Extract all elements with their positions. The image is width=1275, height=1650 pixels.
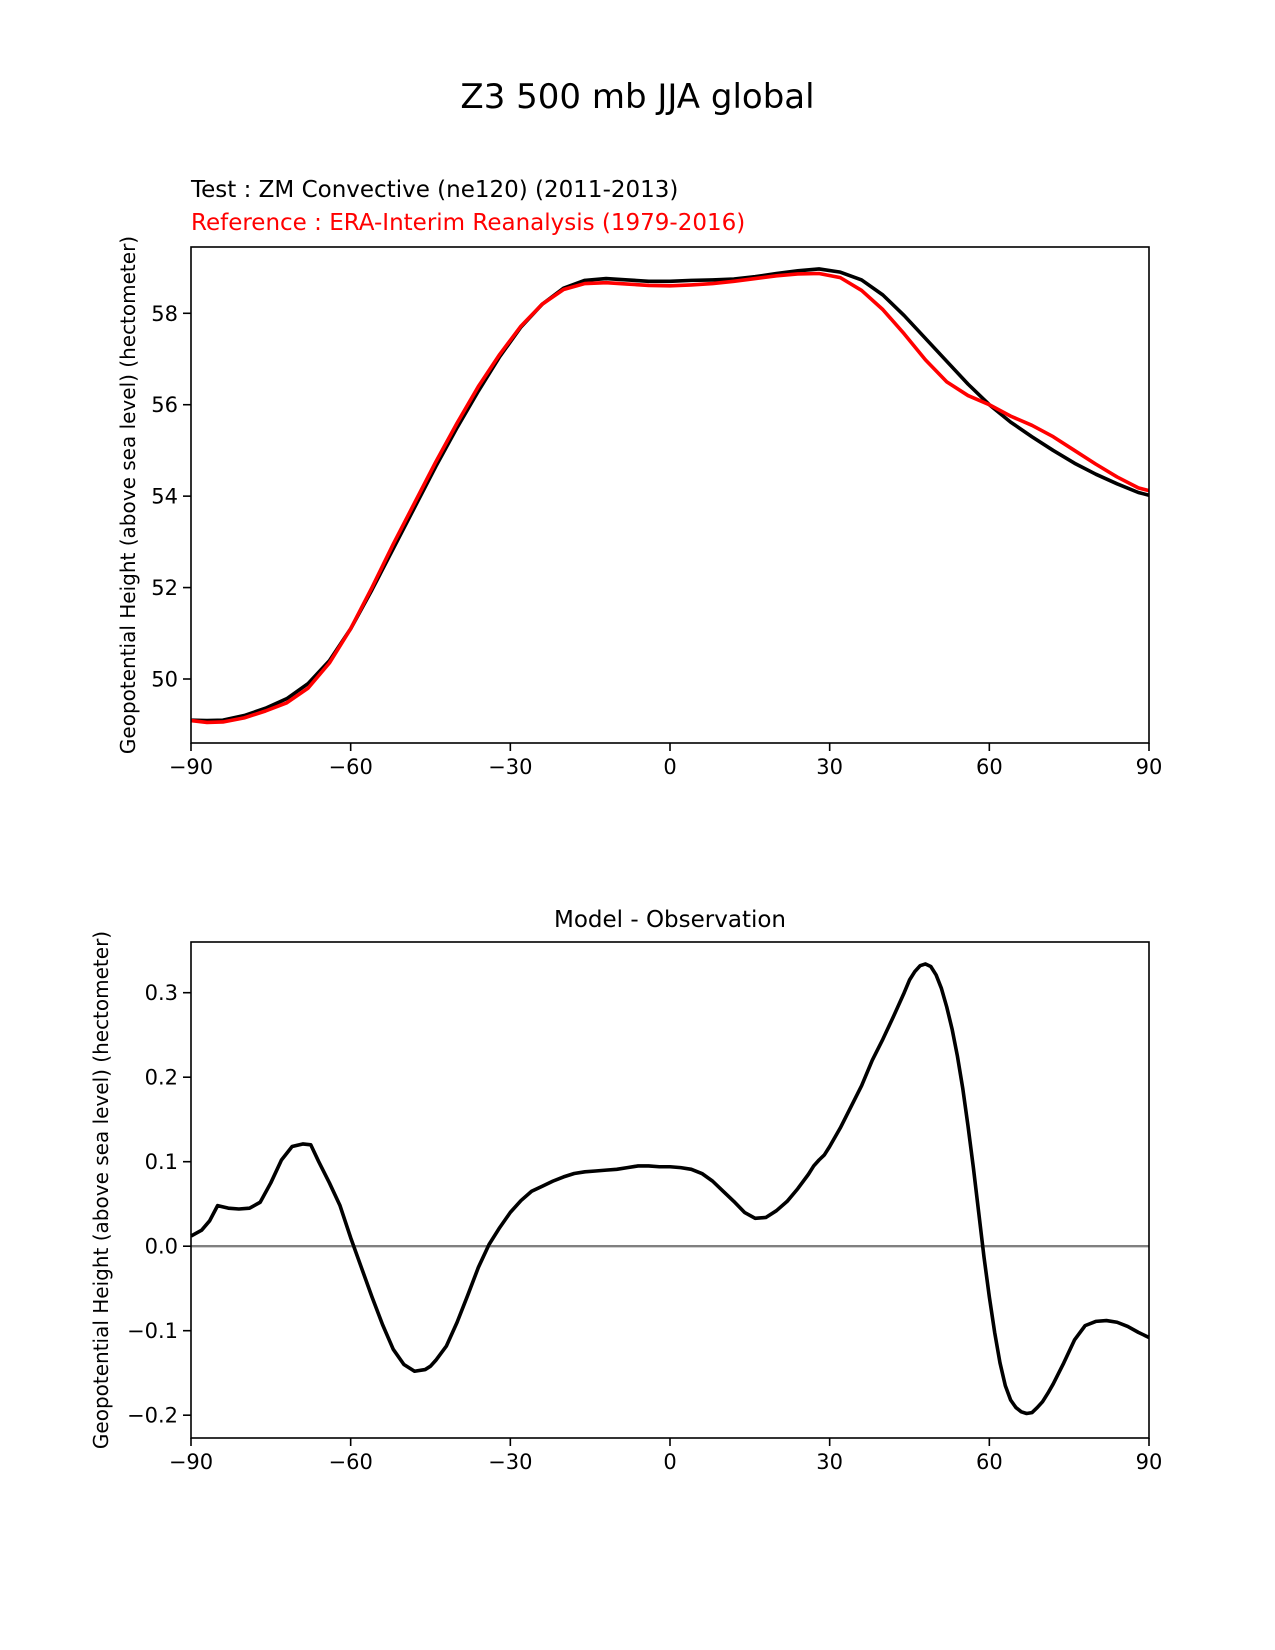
bottom-xtick-label: 0: [663, 1450, 676, 1474]
bottom-ytick-label: 0.1: [145, 1150, 178, 1174]
top-axes-frame: [190, 246, 1150, 744]
bottom-ytick-label: 0.2: [145, 1066, 178, 1090]
top-ytick-label: 50: [151, 668, 178, 692]
bottom-xtick-label: −90: [169, 1450, 213, 1474]
top-series-lines: [190, 267, 1150, 725]
top-xtick-label: 90: [1136, 755, 1163, 779]
bottom-axis-ticks: −90 −60 −30 0 30 60 90 −0.2 −0.1 0.0 0.1 0.2 0.3: [127, 981, 1162, 1474]
top-xtick-label: 0: [663, 755, 676, 779]
bottom-xtick-label: −30: [488, 1450, 532, 1474]
figure-suptitle: Z3 500 mb JJA global: [460, 77, 814, 117]
top-panel: Test : ZM Convective (ne120) (2011-2013)…: [116, 177, 1162, 779]
top-ytick-label: 52: [151, 576, 178, 600]
top-test-title: Test : ZM Convective (ne120) (2011-2013): [190, 177, 678, 203]
top-xtick-label: 60: [976, 755, 1003, 779]
bottom-difference-line: [190, 962, 1150, 1416]
bottom-panel: Model - Observation −90 −60 −30 0 30 60 90 −0.2…: [89, 907, 1162, 1474]
bottom-series-lines: [190, 962, 1150, 1416]
top-xtick-label: −30: [488, 755, 532, 779]
bottom-ytick-label: −0.1: [127, 1319, 178, 1343]
bottom-ytick-label: 0.0: [145, 1235, 178, 1259]
top-ytick-label: 56: [151, 393, 178, 417]
top-xtick-label: 30: [816, 755, 843, 779]
top-xtick-label: −60: [329, 755, 373, 779]
top-ylabel: Geopotential Height (above sea level) (h…: [116, 236, 140, 754]
bottom-xtick-label: −60: [329, 1450, 373, 1474]
bottom-ytick-label: −0.2: [127, 1404, 178, 1428]
top-xtick-label: −90: [169, 755, 213, 779]
bottom-ytick-label: 0.3: [145, 981, 178, 1005]
bottom-xtick-label: 30: [816, 1450, 843, 1474]
top-reference-line: [190, 271, 1150, 725]
bottom-xtick-label: 90: [1136, 1450, 1163, 1474]
top-axis-ticks: −90 −60 −30 0 30 60 90 50 52 54 56 58: [151, 302, 1162, 779]
top-ytick-label: 54: [151, 485, 178, 509]
bottom-ylabel: Geopotential Height (above sea level) (h…: [89, 931, 113, 1449]
top-ytick-label: 58: [151, 302, 178, 326]
top-reference-title: Reference : ERA-Interim Reanalysis (1979…: [191, 210, 745, 236]
bottom-axes-frame: [190, 941, 1150, 1439]
bottom-title: Model - Observation: [554, 907, 786, 933]
bottom-xtick-label: 60: [976, 1450, 1003, 1474]
